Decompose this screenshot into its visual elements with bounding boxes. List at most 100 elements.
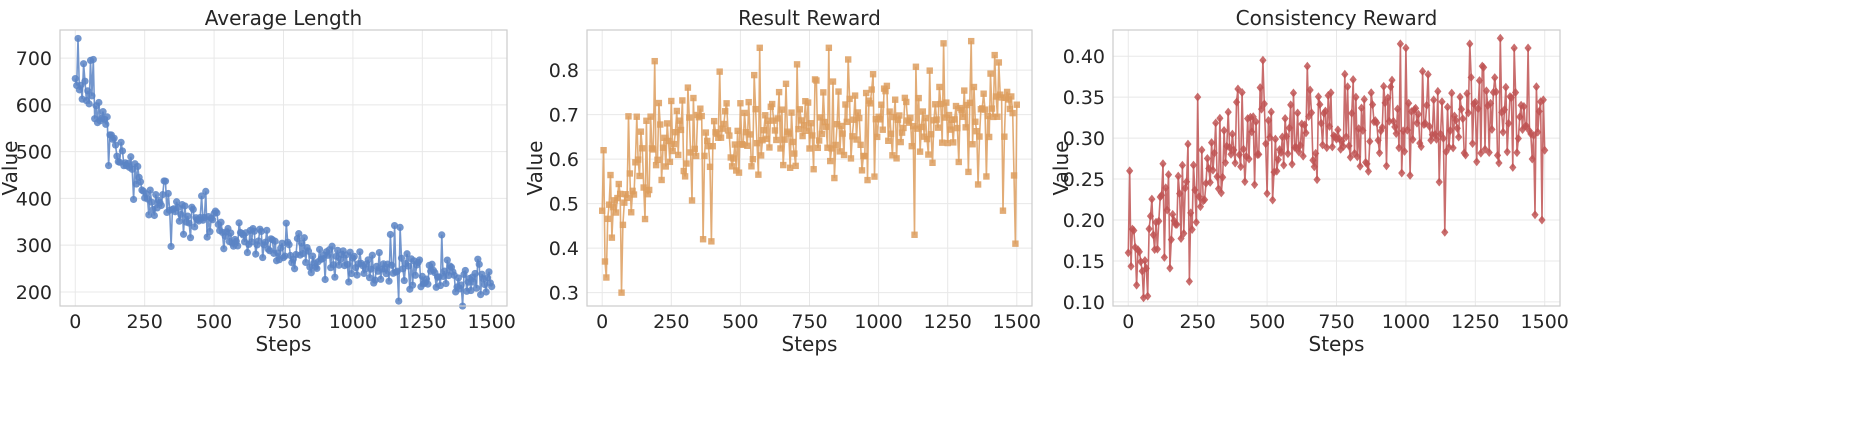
x-tick-label: 1500 [993, 311, 1041, 333]
data-point [1180, 228, 1188, 238]
data-point [202, 187, 210, 195]
data-point [386, 230, 394, 239]
data-point [1398, 168, 1406, 178]
data-point [676, 117, 683, 124]
data-point [629, 187, 636, 195]
data-point [1313, 175, 1321, 185]
data-point [944, 139, 951, 147]
data-point [1516, 112, 1524, 122]
data-point [713, 130, 721, 137]
data-point [1474, 104, 1482, 114]
data-point [167, 242, 175, 251]
data-point [958, 106, 965, 114]
data-point [1432, 134, 1441, 144]
data-point [1531, 210, 1539, 220]
data-point [915, 94, 922, 102]
data-point [1201, 195, 1209, 205]
data-point [719, 125, 726, 132]
data-point [71, 74, 79, 83]
data-point [803, 127, 810, 134]
data-point [99, 108, 107, 116]
data-point [813, 77, 820, 84]
data-point [1003, 88, 1011, 96]
data-point [1252, 117, 1260, 127]
data-point [608, 234, 616, 241]
data-point [680, 167, 687, 175]
data-point [795, 125, 802, 133]
data-point [385, 277, 393, 285]
data-point [1288, 159, 1296, 169]
x-tick-label: 0 [596, 311, 608, 333]
data-point [972, 118, 979, 125]
data-point [1284, 149, 1292, 159]
data-point [443, 256, 451, 264]
data-point [734, 127, 741, 135]
data-point [1009, 109, 1016, 117]
data-point [1473, 157, 1481, 167]
data-point [916, 148, 924, 155]
data-point [654, 156, 661, 164]
data-point [1513, 148, 1521, 158]
data-point [1192, 217, 1200, 227]
chart-title: Consistency Reward [1236, 6, 1438, 30]
data-point [644, 190, 652, 198]
data-point [720, 120, 728, 128]
data-point [1264, 115, 1273, 125]
data-point [1306, 85, 1314, 95]
data-point [886, 108, 893, 115]
data-point [470, 278, 478, 286]
data-point [824, 144, 831, 151]
data-point [1255, 149, 1263, 159]
data-point [781, 136, 788, 143]
data-point [1402, 43, 1410, 53]
data-point [937, 100, 944, 108]
data-point [477, 291, 485, 299]
data-point [1303, 61, 1311, 71]
data-point [976, 133, 983, 140]
data-point [291, 265, 299, 273]
data-point [1309, 155, 1317, 165]
data-point [1191, 185, 1199, 195]
data-point [785, 130, 792, 137]
data-point [853, 136, 860, 143]
data-point [1166, 263, 1174, 273]
data-point [191, 223, 199, 231]
x-tick-label: 250 [1180, 311, 1216, 333]
data-point [177, 210, 185, 219]
data-point [134, 162, 142, 171]
data-point [117, 138, 125, 146]
data-point [1248, 127, 1256, 137]
data-point [409, 281, 417, 289]
data-point [1423, 100, 1431, 110]
data-point [343, 260, 351, 269]
data-point [111, 141, 120, 149]
y-tick-label: 0.10 [1063, 292, 1105, 314]
data-point [612, 209, 620, 216]
data-point [1126, 166, 1134, 176]
data-point [1184, 139, 1192, 149]
data-point [1317, 118, 1325, 128]
data-point [636, 172, 643, 180]
data-point [1127, 261, 1135, 271]
data-point [1538, 215, 1546, 225]
data-point [854, 109, 862, 116]
x-tick-label: 1000 [854, 311, 902, 333]
data-point [1341, 69, 1349, 79]
data-point [457, 281, 465, 289]
data-point [356, 248, 364, 256]
data-point [367, 265, 375, 273]
data-point [735, 169, 743, 176]
data-point [708, 238, 715, 245]
data-point [619, 221, 627, 229]
x-tick-label: 1500 [1521, 311, 1569, 333]
data-point [1352, 92, 1360, 102]
y-tick-label: 0.6 [549, 149, 579, 171]
data-point [103, 113, 111, 121]
data-point [661, 134, 668, 142]
data-point [1160, 252, 1168, 262]
data-point [1010, 172, 1018, 179]
data-point [911, 231, 918, 238]
y-tick-label: 0.25 [1063, 169, 1105, 191]
x-tick-label: 1250 [924, 311, 972, 333]
data-point [869, 71, 877, 78]
